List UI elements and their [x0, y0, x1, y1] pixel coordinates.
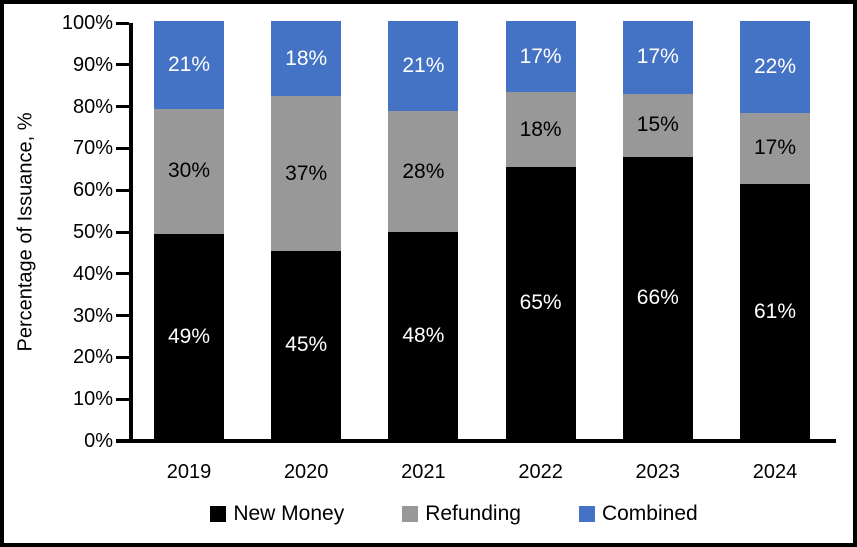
x-category-label: 2021 [401, 461, 446, 483]
legend-marker-icon [402, 506, 419, 522]
bar-data-label: 45% [285, 332, 328, 356]
legend-marker-icon [210, 506, 227, 522]
x-category-label: 2020 [283, 461, 329, 483]
y-tick-mark [116, 314, 129, 318]
bar-data-label: 65% [519, 291, 562, 315]
bar-data-label: 66% [636, 286, 679, 310]
legend-item-new-money: New Money [210, 502, 344, 526]
y-tick-mark [116, 63, 129, 67]
bar-data-label: 18% [519, 117, 562, 141]
y-tick-label: 100% [61, 12, 113, 34]
bar-segment-new-money: 48% [388, 232, 459, 439]
y-tick-mark [116, 397, 129, 401]
y-axis-title: Percentage of Issuance, % [14, 112, 37, 352]
y-tick-label: 90% [72, 53, 113, 76]
bar-data-label: 22% [753, 54, 797, 78]
bar-segment-new-money: 45% [271, 250, 342, 439]
bar-segment-refunding: 18% [505, 92, 576, 168]
y-tick-label: 70% [72, 137, 113, 160]
bar-data-label: 15% [636, 113, 679, 137]
y-tick-mark [116, 272, 129, 276]
legend-marker-icon [578, 506, 595, 522]
bar-data-label: 17% [753, 136, 797, 160]
bar-data-label: 61% [753, 299, 797, 323]
bar-data-label: 49% [167, 324, 211, 348]
legend-label: Combined [601, 502, 698, 525]
bar-segment-combined: 18% [271, 21, 342, 97]
y-tick-label: 40% [72, 262, 113, 285]
bar-segment-combined: 17% [622, 21, 693, 94]
bar-segment-refunding: 15% [622, 93, 693, 158]
x-axis-line [116, 439, 836, 443]
bar-segment-combined: 17% [505, 21, 576, 93]
x-category-label: 2022 [518, 461, 563, 483]
bar-segment-new-money: 61% [740, 184, 810, 439]
y-tick-mark [116, 105, 129, 109]
y-tick-mark [116, 21, 129, 25]
y-tick-label: 60% [72, 179, 113, 202]
bar-segment-new-money: 65% [505, 167, 576, 439]
y-tick-mark [116, 230, 129, 234]
bar-data-label: 30% [167, 159, 211, 183]
bar-segment-refunding: 37% [271, 96, 342, 251]
bar-data-label: 21% [402, 54, 445, 78]
legend-label: Refunding [425, 502, 521, 525]
bar-segment-refunding: 17% [740, 112, 810, 184]
legend: New Money Refunding Combined [104, 500, 804, 528]
bar-data-label: 21% [167, 52, 211, 76]
y-tick-label: 0% [84, 430, 113, 452]
y-tick-label: 80% [72, 95, 113, 118]
y-tick-label: 50% [72, 221, 113, 243]
bar-segment-refunding: 30% [154, 108, 224, 235]
y-tick-label: 20% [72, 346, 113, 369]
bar-data-label: 17% [636, 45, 679, 69]
x-category-label: 2024 [752, 461, 798, 483]
y-tick-mark [116, 146, 129, 150]
bar-segment-combined: 22% [740, 21, 810, 113]
y-tick-label: 10% [72, 388, 113, 411]
bar-segment-combined: 21% [388, 21, 459, 112]
y-tick-label: 30% [72, 304, 113, 327]
bar-data-label: 18% [285, 46, 328, 70]
legend-item-combined: Combined [578, 502, 698, 526]
bar-segment-combined: 21% [154, 21, 224, 109]
y-axis-line [129, 23, 133, 441]
bar-data-label: 17% [519, 44, 562, 68]
bar-segment-refunding: 28% [388, 111, 459, 233]
y-tick-mark [116, 355, 129, 359]
bar-segment-new-money: 49% [154, 234, 224, 439]
x-category-label: 2023 [635, 461, 681, 483]
legend-label: New Money [233, 502, 345, 525]
legend-item-refunding: Refunding [402, 502, 521, 526]
bar-segment-new-money: 66% [622, 157, 693, 439]
x-category-label: 2019 [166, 461, 212, 483]
y-tick-mark [116, 188, 129, 192]
bar-data-label: 37% [285, 161, 328, 185]
bar-data-label: 28% [402, 159, 445, 183]
bar-data-label: 48% [402, 323, 445, 347]
